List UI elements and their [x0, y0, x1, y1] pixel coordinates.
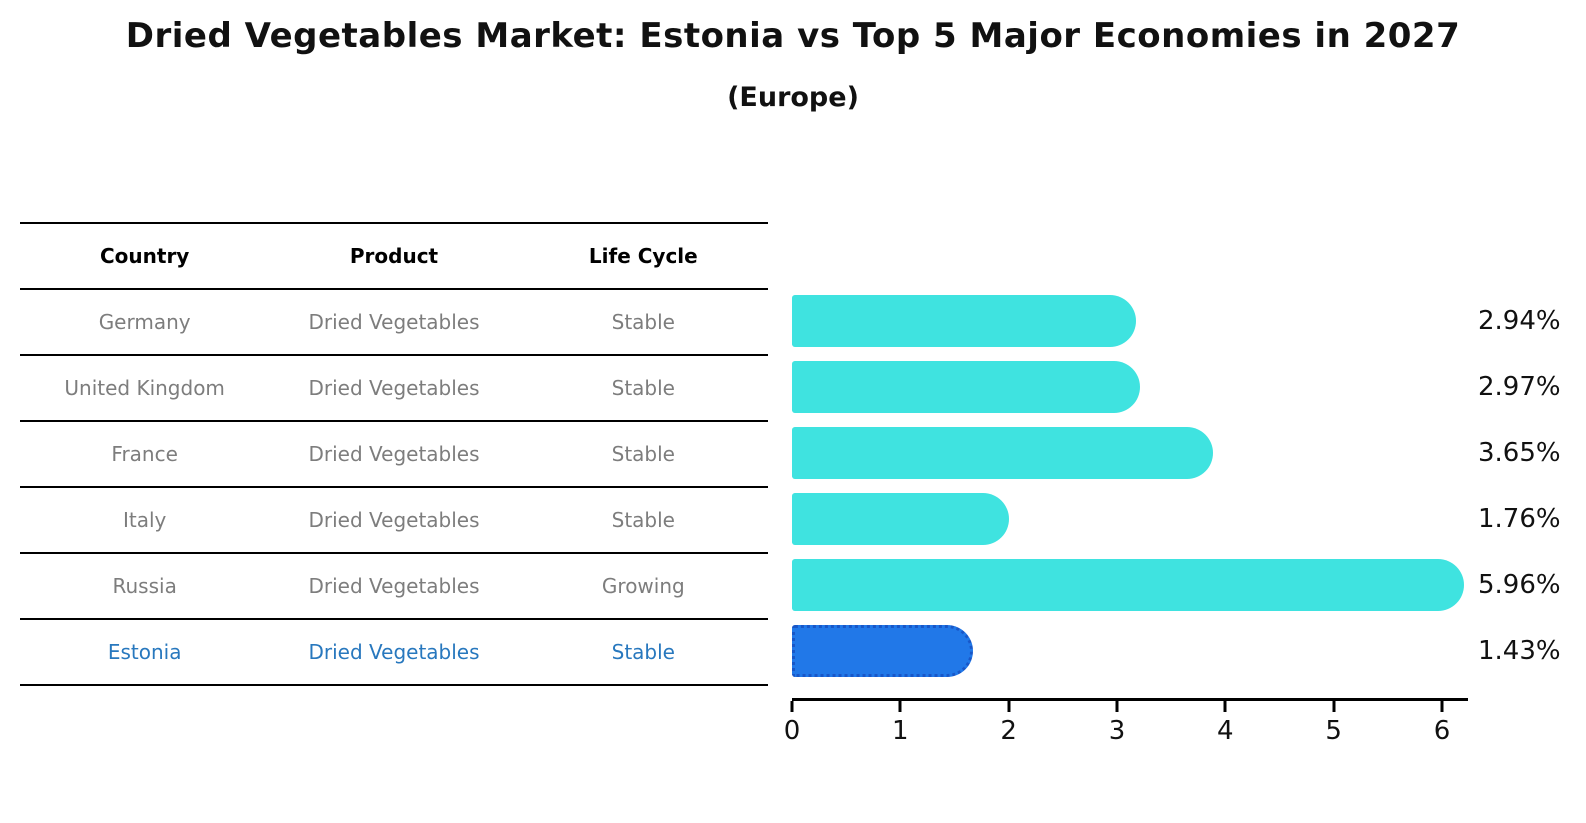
table-row: Russia Dried Vegetables Growing [20, 554, 768, 620]
bar-united-kingdom [792, 361, 1140, 413]
life-cycle-cell: Stable [611, 442, 675, 466]
product-cell: Dried Vegetables [308, 310, 480, 334]
x-axis [792, 698, 1468, 701]
country-cell: France [111, 442, 178, 466]
bar-italy [792, 493, 1009, 545]
x-axis-tick [1115, 701, 1119, 712]
value-label: 1.76% [1478, 504, 1561, 534]
country-cell: Estonia [107, 640, 182, 664]
table-row: Italy Dried Vegetables Stable [20, 488, 768, 554]
x-axis-tick [790, 701, 794, 712]
x-axis-tick-label: 5 [1325, 716, 1342, 746]
bar-estonia-highlighted [792, 625, 973, 677]
bar-russia [792, 559, 1464, 611]
country-cell: United Kingdom [64, 376, 225, 400]
page-title: Dried Vegetables Market: Estonia vs Top … [125, 16, 1461, 56]
bar-chart: 2.94% 2.97% 3.65% 1.76% 5.96% 1.43% [784, 222, 1561, 762]
bar-row-estonia: 1.43% [792, 618, 1561, 684]
bar-row-russia: 5.96% [792, 552, 1561, 618]
table-row-estonia: Estonia Dried Vegetables Stable [20, 620, 768, 686]
table-row: Germany Dried Vegetables Stable [20, 290, 768, 356]
column-header-product: Product [349, 244, 439, 268]
country-cell: Italy [122, 508, 167, 532]
bar-row-italy: 1.76% [792, 486, 1561, 552]
value-label: 2.94% [1478, 306, 1561, 336]
value-label: 2.97% [1478, 372, 1561, 402]
x-axis-tick-label: 3 [1108, 716, 1126, 746]
table-row: United Kingdom Dried Vegetables Stable [20, 356, 768, 422]
country-cell: Russia [112, 574, 177, 598]
bar-row-germany: 2.94% [792, 288, 1561, 354]
value-label: 3.65% [1478, 438, 1561, 468]
column-header-country: Country [99, 244, 190, 268]
product-cell: Dried Vegetables [308, 508, 480, 532]
table-row: France Dried Vegetables Stable [20, 422, 768, 488]
column-header-life-cycle: Life Cycle [588, 244, 698, 268]
life-cycle-cell: Stable [611, 310, 675, 334]
bar-germany [792, 295, 1137, 347]
x-axis-tick-label: 0 [783, 716, 801, 746]
x-axis-tick [1223, 701, 1227, 712]
life-cycle-cell: Growing [601, 574, 685, 598]
product-cell: Dried Vegetables [308, 442, 480, 466]
x-axis-tick-label: 2 [1000, 716, 1017, 746]
bar-row-united-kingdom: 2.97% [792, 354, 1561, 420]
value-label: 5.96% [1478, 570, 1561, 600]
bar-france [792, 427, 1214, 479]
life-cycle-cell: Stable [611, 640, 675, 664]
country-table: Country Product Life Cycle Germany Dried… [20, 222, 768, 686]
product-cell: Dried Vegetables [308, 376, 480, 400]
product-cell: Dried Vegetables [308, 640, 480, 664]
bar-row-france: 3.65% [792, 420, 1561, 486]
life-cycle-cell: Stable [611, 508, 675, 532]
life-cycle-cell: Stable [611, 376, 675, 400]
x-axis-tick-label: 4 [1217, 716, 1234, 746]
country-cell: Germany [98, 310, 191, 334]
table-header-row: Country Product Life Cycle [20, 222, 768, 290]
x-axis-tick [898, 701, 902, 712]
x-axis-tick-label: 1 [892, 716, 909, 746]
value-label: 1.43% [1478, 636, 1561, 666]
product-cell: Dried Vegetables [308, 574, 480, 598]
x-axis-tick-label: 6 [1433, 716, 1451, 746]
x-axis-tick [1440, 701, 1444, 712]
x-axis-tick [1332, 701, 1336, 712]
x-axis-tick [1007, 701, 1011, 712]
page-subtitle: (Europe) [727, 82, 859, 113]
